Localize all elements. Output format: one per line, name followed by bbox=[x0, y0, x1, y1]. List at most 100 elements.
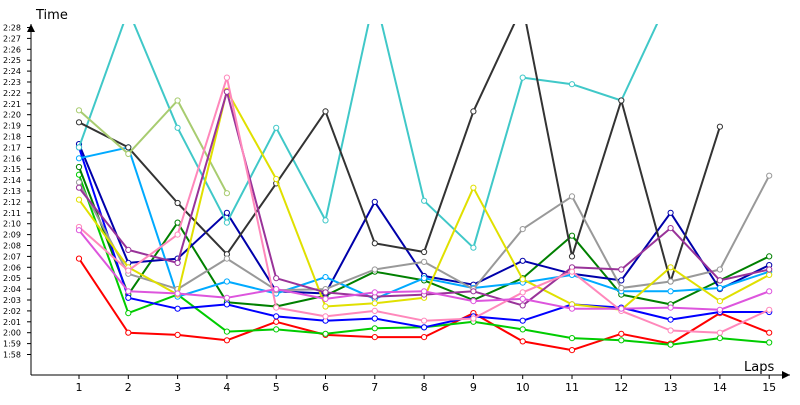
data-point bbox=[75, 184, 83, 191]
y-tick-label: 2:16 bbox=[3, 154, 21, 163]
y-tick-label: 2:28 bbox=[3, 24, 21, 33]
x-tick-label: 13 bbox=[664, 381, 678, 394]
data-point bbox=[371, 307, 378, 314]
data-point bbox=[223, 328, 230, 335]
data-point bbox=[174, 259, 181, 266]
data-point bbox=[174, 97, 181, 104]
data-point bbox=[618, 266, 625, 273]
data-point bbox=[421, 258, 428, 265]
y-tick-label: 2:00 bbox=[3, 329, 21, 338]
data-point bbox=[568, 253, 576, 260]
data-point bbox=[568, 193, 576, 200]
series-7 bbox=[75, 24, 659, 251]
data-point bbox=[223, 190, 230, 197]
series-layer bbox=[75, 24, 773, 354]
data-point bbox=[766, 266, 773, 273]
data-point bbox=[371, 240, 378, 247]
series-9 bbox=[75, 172, 773, 294]
y-tick-label: 2:06 bbox=[3, 263, 21, 272]
data-point bbox=[125, 294, 132, 301]
y-tick-label: 2:05 bbox=[3, 274, 21, 283]
data-point bbox=[174, 331, 181, 338]
y-tick-label: 2:03 bbox=[3, 296, 21, 305]
data-point bbox=[273, 326, 280, 333]
data-point bbox=[421, 197, 428, 204]
data-point bbox=[667, 209, 674, 216]
data-point bbox=[470, 315, 477, 322]
data-point bbox=[322, 313, 329, 320]
data-point bbox=[667, 225, 674, 232]
data-point bbox=[618, 337, 625, 344]
data-point bbox=[716, 266, 724, 273]
data-point bbox=[75, 107, 83, 114]
data-point bbox=[519, 317, 526, 324]
data-point bbox=[568, 305, 576, 312]
data-point bbox=[125, 246, 132, 253]
data-point bbox=[766, 172, 773, 179]
data-point bbox=[273, 304, 280, 311]
data-point bbox=[125, 329, 132, 336]
data-point bbox=[223, 255, 230, 262]
data-point bbox=[618, 277, 625, 284]
data-point bbox=[568, 347, 576, 354]
y-tick-label: 2:04 bbox=[3, 285, 21, 294]
x-tick-label: 2 bbox=[125, 381, 132, 394]
data-point bbox=[667, 316, 674, 323]
data-point bbox=[667, 278, 674, 285]
data-point bbox=[371, 325, 378, 332]
data-point bbox=[667, 327, 674, 334]
y-axis-title: Time bbox=[35, 8, 68, 23]
data-point bbox=[470, 184, 477, 191]
data-point bbox=[273, 286, 280, 293]
x-tick-label: 6 bbox=[322, 381, 329, 394]
data-point bbox=[125, 288, 132, 295]
y-tick-label: 2:02 bbox=[3, 307, 21, 316]
data-point bbox=[174, 231, 181, 238]
data-point bbox=[766, 253, 773, 260]
data-point bbox=[470, 298, 477, 305]
data-point bbox=[322, 217, 329, 224]
data-point bbox=[519, 276, 526, 283]
x-tick-label: 12 bbox=[614, 381, 628, 394]
data-point bbox=[322, 274, 329, 281]
data-point bbox=[667, 264, 674, 271]
data-point bbox=[421, 324, 428, 331]
data-point bbox=[125, 150, 132, 157]
data-point bbox=[322, 330, 329, 337]
data-point bbox=[519, 338, 526, 345]
data-point bbox=[618, 330, 625, 337]
series-line bbox=[78, 24, 659, 249]
y-tick-label: 2:21 bbox=[3, 100, 21, 109]
y-tick-label: 2:18 bbox=[3, 133, 21, 142]
data-point bbox=[667, 304, 674, 311]
series-12 bbox=[75, 88, 773, 309]
data-point bbox=[667, 288, 674, 295]
data-point bbox=[519, 326, 526, 333]
series-10 bbox=[75, 97, 230, 197]
data-point bbox=[273, 313, 280, 320]
data-point bbox=[519, 74, 526, 81]
data-point bbox=[322, 108, 329, 115]
data-point bbox=[766, 339, 773, 346]
data-point bbox=[322, 289, 329, 296]
y-tick-label: 2:11 bbox=[3, 209, 21, 218]
data-point bbox=[519, 289, 526, 296]
data-point bbox=[273, 175, 280, 183]
data-point bbox=[519, 257, 526, 264]
y-axis-ticks: 1:58 1:59 2:00 2:01 2:02 2:03 2:04 2:05 2:06 2:07… bbox=[3, 24, 31, 360]
data-point bbox=[716, 298, 724, 305]
y-tick-label: 2:26 bbox=[3, 45, 21, 54]
data-point bbox=[371, 198, 378, 205]
data-point bbox=[322, 303, 329, 310]
data-point bbox=[766, 329, 773, 336]
y-tick-label: 2:27 bbox=[3, 34, 21, 43]
data-point bbox=[667, 341, 674, 348]
data-point bbox=[421, 334, 428, 341]
data-point bbox=[223, 278, 230, 285]
data-point bbox=[174, 219, 181, 226]
data-point bbox=[273, 124, 280, 131]
y-tick-label: 2:01 bbox=[3, 318, 21, 327]
data-point bbox=[125, 267, 132, 274]
y-tick-label: 2:20 bbox=[3, 111, 21, 120]
data-point bbox=[174, 305, 181, 312]
